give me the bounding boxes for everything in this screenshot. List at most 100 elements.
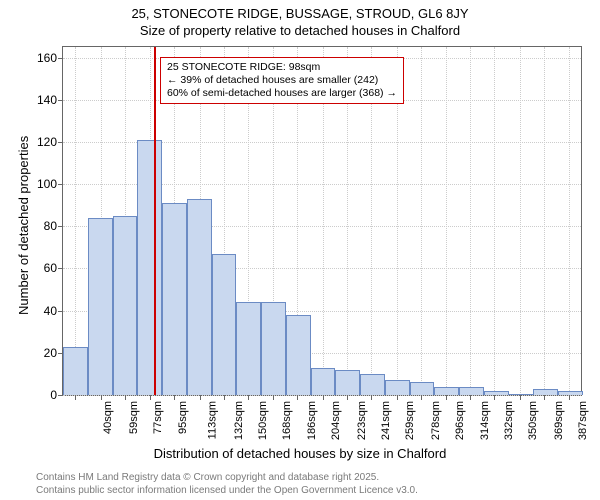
- ytick-label: 140: [37, 93, 57, 107]
- gridline-v: [520, 47, 521, 395]
- ytick-label: 120: [37, 135, 57, 149]
- footer-line-1: Contains HM Land Registry data © Crown c…: [36, 472, 379, 483]
- x-axis-label: Distribution of detached houses by size …: [0, 446, 600, 461]
- gridline-v: [494, 47, 495, 395]
- gridline-v: [421, 47, 422, 395]
- histogram-bar: [385, 380, 410, 395]
- gridline-v: [544, 47, 545, 395]
- ytick-label: 60: [44, 261, 57, 275]
- xtick-mark: [273, 395, 274, 400]
- y-axis-label: Number of detached properties: [16, 136, 31, 315]
- ytick-mark: [58, 268, 63, 269]
- xtick-mark: [446, 395, 447, 400]
- histogram-bar: [533, 389, 558, 395]
- histogram-bar: [484, 391, 509, 395]
- xtick-mark: [569, 395, 570, 400]
- xtick-mark: [323, 395, 324, 400]
- histogram-bar: [137, 140, 162, 395]
- gridline-v: [446, 47, 447, 395]
- ytick-mark: [58, 311, 63, 312]
- xtick-label: 132sqm: [233, 401, 245, 440]
- title-line-1: 25, STONECOTE RIDGE, BUSSAGE, STROUD, GL…: [131, 6, 468, 21]
- histogram-bar: [335, 370, 360, 395]
- xtick-mark: [544, 395, 545, 400]
- xtick-label: 350sqm: [528, 401, 540, 440]
- footer-line-2: Contains public sector information licen…: [36, 485, 418, 496]
- ytick-label: 0: [50, 388, 57, 402]
- plot-area: 02040608010012014016040sqm59sqm77sqm95sq…: [62, 46, 582, 396]
- gridline-v: [470, 47, 471, 395]
- xtick-mark: [125, 395, 126, 400]
- histogram-bar: [459, 387, 484, 395]
- attribution-footer: Contains HM Land Registry data © Crown c…: [0, 472, 418, 497]
- histogram-bar: [410, 382, 435, 395]
- ytick-label: 80: [44, 219, 57, 233]
- xtick-label: 113sqm: [206, 401, 218, 439]
- xtick-mark: [397, 395, 398, 400]
- xtick-label: 150sqm: [257, 401, 269, 440]
- histogram-chart: 25, STONECOTE RIDGE, BUSSAGE, STROUD, GL…: [0, 0, 600, 500]
- xtick-label: 241sqm: [380, 401, 392, 440]
- ytick-mark: [58, 226, 63, 227]
- annotation-line-3: 60% of semi-detached houses are larger (…: [167, 87, 397, 99]
- title-line-2: Size of property relative to detached ho…: [140, 23, 460, 38]
- ytick-label: 100: [37, 177, 57, 191]
- histogram-bar: [88, 218, 113, 395]
- xtick-label: 168sqm: [281, 401, 293, 440]
- xtick-label: 95sqm: [177, 401, 189, 434]
- xtick-mark: [150, 395, 151, 400]
- xtick-label: 59sqm: [128, 401, 140, 434]
- histogram-bar: [63, 347, 88, 396]
- histogram-bar: [311, 368, 336, 395]
- annotation-box: 25 STONECOTE RIDGE: 98sqm← 39% of detach…: [160, 57, 404, 104]
- xtick-mark: [347, 395, 348, 400]
- ytick-mark: [58, 100, 63, 101]
- histogram-bar: [509, 394, 534, 395]
- xtick-mark: [248, 395, 249, 400]
- histogram-bar: [162, 203, 187, 395]
- ytick-mark: [58, 395, 63, 396]
- xtick-mark: [371, 395, 372, 400]
- xtick-mark: [470, 395, 471, 400]
- xtick-label: 314sqm: [479, 401, 491, 440]
- histogram-bar: [187, 199, 212, 395]
- ytick-mark: [58, 58, 63, 59]
- xtick-label: 259sqm: [405, 401, 417, 440]
- xtick-label: 186sqm: [306, 401, 318, 440]
- xtick-mark: [224, 395, 225, 400]
- xtick-mark: [421, 395, 422, 400]
- histogram-bar: [212, 254, 237, 395]
- xtick-mark: [520, 395, 521, 400]
- annotation-line-1: 25 STONECOTE RIDGE: 98sqm: [167, 61, 320, 73]
- xtick-label: 296sqm: [455, 401, 467, 440]
- annotation-line-2: ← 39% of detached houses are smaller (24…: [167, 74, 378, 86]
- histogram-bar: [558, 391, 583, 395]
- xtick-label: 332sqm: [503, 401, 515, 440]
- xtick-label: 40sqm: [102, 401, 114, 434]
- ytick-label: 160: [37, 51, 57, 65]
- xtick-mark: [297, 395, 298, 400]
- xtick-mark: [494, 395, 495, 400]
- histogram-bar: [113, 216, 138, 395]
- ytick-mark: [58, 184, 63, 185]
- xtick-label: 77sqm: [152, 401, 164, 434]
- xtick-label: 387sqm: [578, 401, 590, 440]
- chart-title: 25, STONECOTE RIDGE, BUSSAGE, STROUD, GL…: [0, 6, 600, 40]
- gridline-v: [569, 47, 570, 395]
- histogram-bar: [434, 387, 459, 395]
- histogram-bar: [360, 374, 385, 395]
- histogram-bar: [261, 302, 286, 395]
- xtick-label: 223sqm: [356, 401, 368, 440]
- gridline-v: [75, 47, 76, 395]
- histogram-bar: [236, 302, 261, 395]
- ytick-mark: [58, 142, 63, 143]
- xtick-mark: [174, 395, 175, 400]
- ytick-label: 40: [44, 304, 57, 318]
- ytick-label: 20: [44, 346, 57, 360]
- reference-line: [154, 47, 156, 395]
- histogram-bar: [286, 315, 311, 395]
- xtick-label: 369sqm: [553, 401, 565, 440]
- xtick-mark: [75, 395, 76, 400]
- xtick-mark: [200, 395, 201, 400]
- xtick-label: 204sqm: [330, 401, 342, 440]
